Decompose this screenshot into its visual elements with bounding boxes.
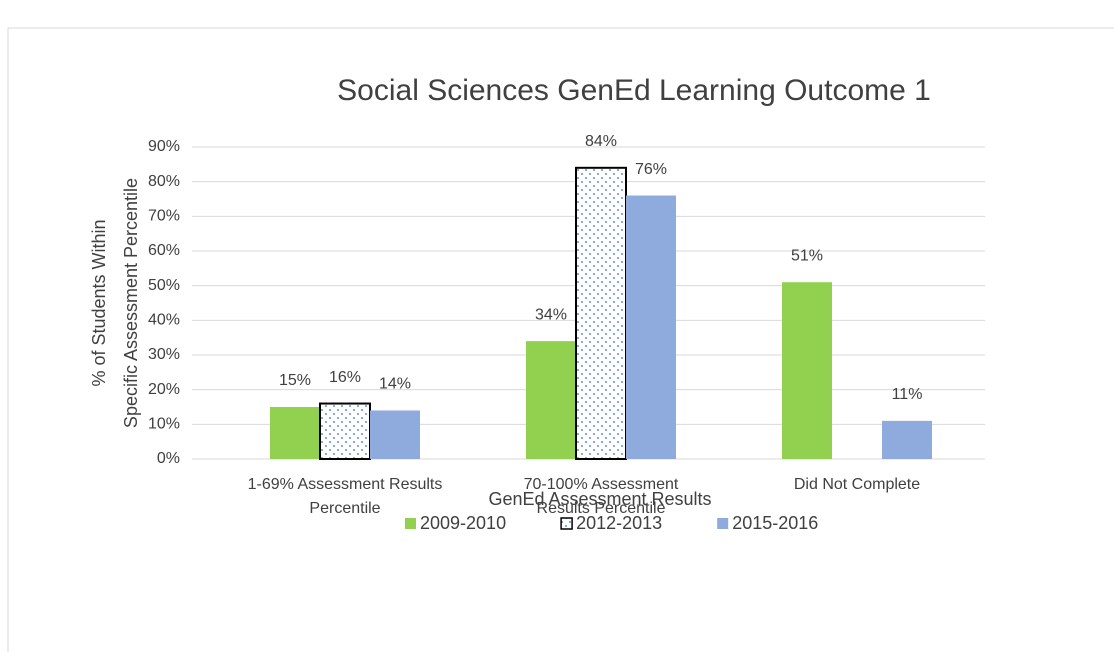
y-tick-label: 10%	[148, 416, 180, 433]
x-axis-title: GenEd Assessment Results	[488, 489, 711, 509]
legend-label: 2015-2016	[732, 513, 818, 533]
data-label: 84%	[585, 133, 617, 150]
x-tick-label: 1-69% Assessment Results Percentile	[247, 476, 443, 517]
bar	[370, 410, 420, 459]
bar	[882, 420, 932, 459]
y-axis-title: Specific Assessment Percentile	[121, 178, 141, 428]
data-label: 76%	[635, 161, 667, 178]
bar	[319, 402, 371, 460]
y-axis-title: % of Students Within	[89, 219, 109, 386]
y-tick-label: 0%	[157, 450, 180, 467]
data-label: 51%	[791, 247, 823, 264]
y-tick-label: 70%	[148, 208, 180, 225]
y-tick-label: 80%	[148, 173, 180, 190]
bar	[626, 195, 676, 460]
y-tick-label: 90%	[148, 138, 180, 155]
data-label: 14%	[379, 376, 411, 393]
y-tick-label: 50%	[148, 277, 180, 294]
data-label: 16%	[329, 369, 361, 386]
legend-label: 2012-2013	[576, 513, 662, 533]
x-tick-label: 70-100% Assessment Results Percentile	[523, 476, 679, 517]
legend-swatch	[717, 518, 729, 529]
x-tick-label: Did Not Complete	[793, 476, 921, 493]
y-tick-label: 30%	[148, 346, 180, 363]
y-tick-label: 60%	[148, 242, 180, 259]
bar	[575, 166, 627, 461]
legend-swatch	[405, 518, 416, 529]
y-tick-label: 20%	[148, 381, 180, 398]
chart-title: Social Sciences GenEd Learning Outcome 1	[337, 74, 931, 107]
bar	[782, 282, 832, 459]
data-label: 11%	[892, 386, 923, 403]
bar	[270, 407, 320, 459]
chart-border	[7, 27, 1114, 652]
y-tick-label: 40%	[148, 312, 180, 329]
legend-label: 2009-2010	[420, 513, 506, 533]
legend-swatch	[560, 517, 573, 530]
data-label: 34%	[535, 306, 567, 323]
data-label: 15%	[279, 372, 311, 389]
bar	[526, 341, 576, 459]
